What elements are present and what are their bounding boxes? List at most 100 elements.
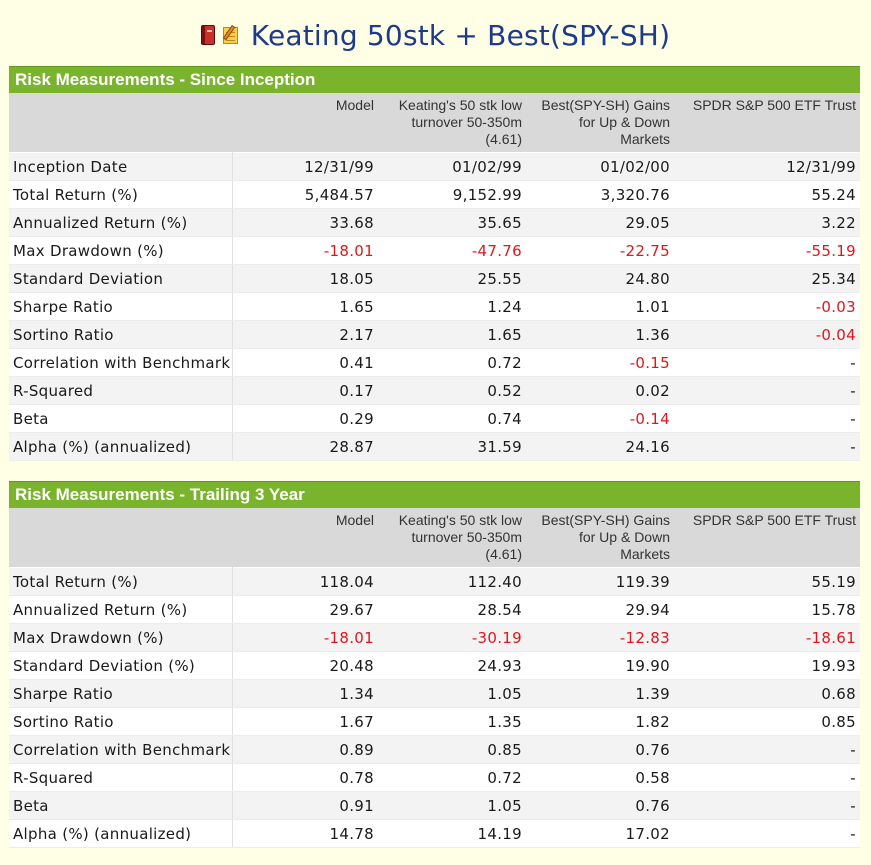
table-row: Max Drawdown (%) -18.01 -47.76 -22.75 -55.19 (9, 236, 860, 265)
cell-spdr: 12/31/99 (674, 152, 860, 181)
column-header-spdr: SPDR S&P 500 ETF Trust (692, 512, 856, 528)
column-header-best: Best(SPY-SH) Gains for Up & Down Markets (541, 97, 670, 147)
section-title: Risk Measurements - Since Inception (9, 66, 860, 93)
row-label: Correlation with Benchmark (9, 735, 233, 764)
cell-keating: 0.72 (378, 763, 526, 792)
cell-spdr: - (674, 763, 860, 792)
row-label: R-Squared (9, 763, 233, 792)
row-label: Sharpe Ratio (9, 292, 233, 321)
cell-model: 29.67 (232, 595, 378, 624)
cell-spdr: - (674, 791, 860, 820)
trailing-3-year-section: Risk Measurements - Trailing 3 Year Mode… (9, 481, 860, 848)
cell-best: 0.76 (526, 791, 674, 820)
cell-best: 24.16 (526, 432, 674, 461)
row-label: Sortino Ratio (9, 320, 233, 349)
cell-best: 0.58 (526, 763, 674, 792)
page-title: Keating 50stk + Best(SPY-SH) (250, 18, 671, 52)
cell-model: 0.17 (232, 376, 378, 405)
cell-best: -12.83 (526, 623, 674, 652)
cell-spdr: 0.68 (674, 679, 860, 708)
cell-best: 1.39 (526, 679, 674, 708)
table-row: Alpha (%) (annualized) 14.78 14.19 17.02- (9, 819, 860, 848)
cell-spdr: 0.85 (674, 707, 860, 736)
cell-best: 17.02 (526, 819, 674, 848)
row-label: Max Drawdown (%) (9, 623, 233, 652)
cell-spdr: - (674, 404, 860, 433)
table-row: Sharpe Ratio 1.34 1.05 1.39 0.68 (9, 679, 860, 708)
table-body: Total Return (%) 118.04 112.40 119.39 55.19 A… (9, 567, 860, 848)
cell-model: 14.78 (232, 819, 378, 848)
cell-keating: 112.40 (378, 567, 526, 596)
cell-model: 12/31/99 (232, 152, 378, 181)
cell-keating: 24.93 (378, 651, 526, 680)
cell-best: 0.02 (526, 376, 674, 405)
row-label: Alpha (%) (annualized) (9, 432, 233, 461)
table-row: Sharpe Ratio 1.65 1.24 1.01 -0.03 (9, 292, 860, 321)
cell-best: 3,320.76 (526, 180, 674, 209)
cell-keating: -30.19 (378, 623, 526, 652)
cell-spdr: - (674, 819, 860, 848)
row-label: Correlation with Benchmark (9, 348, 233, 377)
cell-keating: 1.35 (378, 707, 526, 736)
cell-spdr: - (674, 735, 860, 764)
row-label: Sharpe Ratio (9, 679, 233, 708)
page-header: Keating 50stk + Best(SPY-SH) (0, 0, 871, 66)
cell-model: 0.91 (232, 791, 378, 820)
table-row: Correlation with Benchmark 0.41 0.72 -0.15- (9, 348, 860, 377)
cell-spdr: 19.93 (674, 651, 860, 680)
cell-keating: 14.19 (378, 819, 526, 848)
cell-best: -0.14 (526, 404, 674, 433)
row-label: Beta (9, 404, 233, 433)
row-label: Max Drawdown (%) (9, 236, 233, 265)
cell-model: 0.41 (232, 348, 378, 377)
cell-spdr: 55.24 (674, 180, 860, 209)
cell-spdr: - (674, 432, 860, 461)
table-header-row: Model Keating's 50 stk low turnover 50-3… (9, 93, 860, 153)
header-label-cell (9, 93, 232, 153)
cell-keating: 0.72 (378, 348, 526, 377)
cell-best: 1.82 (526, 707, 674, 736)
cell-model: -18.01 (232, 236, 378, 265)
cell-best: 01/02/00 (526, 152, 674, 181)
cell-model: 1.34 (232, 679, 378, 708)
table-row: Alpha (%) (annualized) 28.87 31.59 24.16- (9, 432, 860, 461)
table-row: Sortino Ratio 2.17 1.65 1.36 -0.04 (9, 320, 860, 349)
cell-spdr: -0.03 (674, 292, 860, 321)
cell-best: 24.80 (526, 264, 674, 293)
book-icon[interactable] (200, 25, 215, 45)
cell-best: -22.75 (526, 236, 674, 265)
row-label: Beta (9, 791, 233, 820)
cell-keating: 9,152.99 (378, 180, 526, 209)
table-row: Correlation with Benchmark 0.89 0.85 0.76- (9, 735, 860, 764)
table-row: R-Squared 0.78 0.72 0.58- (9, 763, 860, 792)
cell-keating: 1.24 (378, 292, 526, 321)
table-row: Total Return (%) 5,484.57 9,152.99 3,320.76… (9, 180, 860, 209)
cell-keating: 0.52 (378, 376, 526, 405)
cell-best: 29.94 (526, 595, 674, 624)
table-row: Max Drawdown (%) -18.01 -30.19 -12.83 -18.61 (9, 623, 860, 652)
table-row: Beta 0.29 0.74 -0.14- (9, 404, 860, 433)
row-label: Inception Date (9, 152, 233, 181)
cell-model: 0.89 (232, 735, 378, 764)
column-header-keating: Keating's 50 stk low turnover 50-350m (4… (398, 97, 522, 147)
cell-spdr: 3.22 (674, 208, 860, 237)
cell-spdr: -0.04 (674, 320, 860, 349)
cell-spdr: 15.78 (674, 595, 860, 624)
cell-best: 119.39 (526, 567, 674, 596)
cell-model: 2.17 (232, 320, 378, 349)
row-label: Alpha (%) (annualized) (9, 819, 233, 848)
cell-spdr: -55.19 (674, 236, 860, 265)
notepad-icon[interactable] (222, 25, 243, 45)
cell-model: 0.29 (232, 404, 378, 433)
row-label: Standard Deviation (9, 264, 233, 293)
cell-model: -18.01 (232, 623, 378, 652)
table-row: Standard Deviation (%) 20.48 24.93 19.90 19.… (9, 651, 860, 680)
table-body: Inception Date 12/31/99 01/02/99 01/02/00 12… (9, 152, 860, 461)
cell-keating: 1.65 (378, 320, 526, 349)
section-title: Risk Measurements - Trailing 3 Year (9, 481, 860, 508)
column-header-model: Model (335, 97, 374, 113)
cell-keating: 1.05 (378, 679, 526, 708)
cell-model: 118.04 (232, 567, 378, 596)
table-row: R-Squared 0.17 0.52 0.02- (9, 376, 860, 405)
cell-spdr: 55.19 (674, 567, 860, 596)
